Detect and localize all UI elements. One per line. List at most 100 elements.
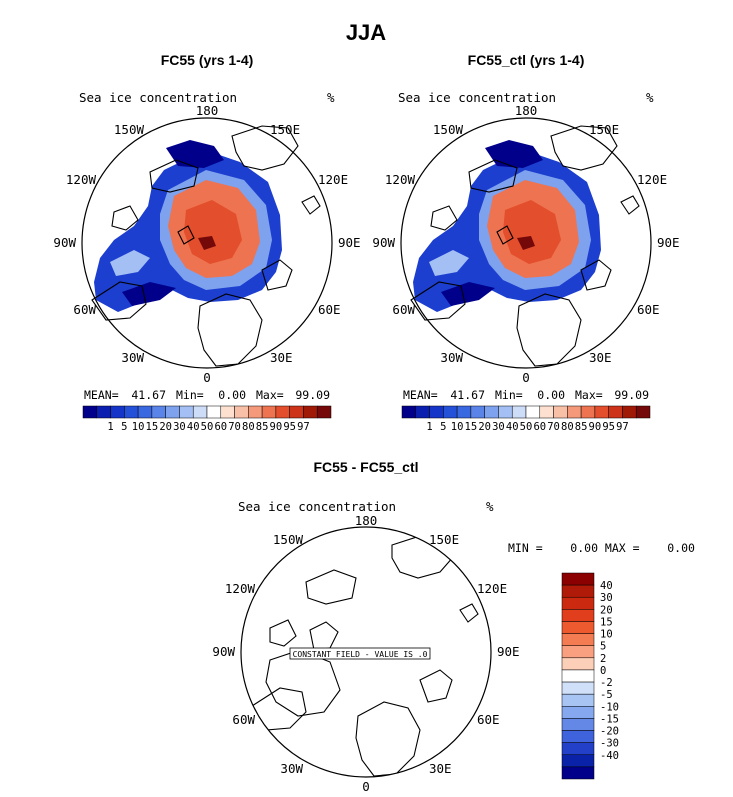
colorbar-tick-label: 95 <box>283 421 296 433</box>
colorbar-swatch <box>192 405 208 419</box>
colorbar-swatch <box>165 405 180 419</box>
panel-3-map: CONSTANT FIELD - VALUE IS .0 180 150E 12… <box>212 513 519 794</box>
panel-1-colorbar: 1 5 10 15 20 30 40 50 60 70 80 85 90 95 97 <box>82 405 332 433</box>
figure-title: JJA <box>346 20 386 45</box>
panel-2-lon-labels: 180 150E 120E 90E 60E 30E 0 30W 60W 90W … <box>372 103 679 385</box>
lon-label: 90W <box>212 644 235 659</box>
colorbar-swatch <box>415 405 430 419</box>
colorbar-tick-label: 70 <box>228 421 241 433</box>
stat-mean-value: 41.67 <box>450 388 485 402</box>
panel-3: FC55 - FC55_ctl Sea ice concentration % … <box>212 459 695 794</box>
panel-1-ice-core <box>184 200 242 264</box>
panel-1-stats: MEAN= 41.67 Min= 0.00 Max= 99.09 <box>84 388 330 402</box>
panel-1-ice-peak <box>198 236 216 250</box>
panel-1-variable: Sea ice concentration <box>79 90 237 105</box>
lon-label: 30W <box>280 761 303 776</box>
colorbar-tick-label: 15 <box>600 616 613 628</box>
colorbar-swatch <box>561 621 595 634</box>
lon-label: 0 <box>362 779 370 794</box>
colorbar-swatch <box>561 669 595 683</box>
lon-label: 60W <box>232 712 255 727</box>
stat-mean-value: 41.67 <box>131 388 166 402</box>
colorbar-tick-label: -10 <box>600 701 619 713</box>
colorbar-tick-label: 50 <box>520 421 533 433</box>
panel-1-ice-pacific <box>166 140 224 168</box>
colorbar-tick-label: 97 <box>297 421 310 433</box>
panel-1-lon-labels: 180 150E 120E 90E 60E 30E 0 30W 60W 90W … <box>53 103 360 385</box>
lon-label: 180 <box>515 103 538 118</box>
colorbar-swatch <box>539 405 554 419</box>
lon-label: 30W <box>121 350 144 365</box>
lon-label: 150E <box>589 122 619 137</box>
lon-label: 120W <box>66 172 97 187</box>
colorbar-tick-label: 5 <box>121 421 127 433</box>
colorbar-swatch <box>561 754 595 768</box>
panel-2-ice-peak <box>517 236 535 250</box>
panel-1-map-boundary <box>81 117 333 369</box>
panel-1-ice-labrador <box>122 282 176 306</box>
panel-2-map: 180 150E 120E 90E 60E 30E 0 30W 60W 90W … <box>372 103 679 385</box>
colorbar-tick-label: 60 <box>533 421 546 433</box>
colorbar-tick-label: 30 <box>173 421 186 433</box>
colorbar-swatch <box>561 681 595 695</box>
panel-2-map-boundary <box>400 117 652 369</box>
colorbar-tick-label: 30 <box>492 421 505 433</box>
lon-label: 150W <box>273 532 304 547</box>
panel-3-unit: % <box>486 499 494 514</box>
panel-1-title: FC55 (yrs 1-4) <box>161 52 254 68</box>
stat-min-label: Min= <box>495 388 523 402</box>
panel-2-ice-bays <box>429 250 469 276</box>
lon-label: 30W <box>440 350 463 365</box>
lon-label: 150E <box>270 122 300 137</box>
lon-label: 120E <box>318 172 348 187</box>
colorbar-swatch <box>561 730 595 743</box>
colorbar-tick-label: 10 <box>451 421 464 433</box>
colorbar-swatch <box>622 405 637 419</box>
colorbar-swatch <box>594 405 609 419</box>
colorbar-swatch <box>234 405 249 419</box>
lon-label: 30E <box>429 761 452 776</box>
lon-label: 90E <box>338 235 361 250</box>
colorbar-swatch <box>561 706 595 719</box>
colorbar-tick-label: 0 <box>600 665 606 677</box>
panel-2-colorbar: 1 5 10 15 20 30 40 50 60 70 80 85 90 95 97 <box>401 405 651 433</box>
panel-2-ice-labrador <box>441 282 495 306</box>
stat-max-value: 99.09 <box>614 388 649 402</box>
colorbar-tick-label: 15 <box>146 421 159 433</box>
stat-min-value: 0.00 <box>218 388 246 402</box>
colorbar-tick-label: -5 <box>600 689 613 701</box>
stat-max-label: Max= <box>256 388 284 402</box>
colorbar-tick-label: -15 <box>600 713 619 725</box>
colorbar-swatch <box>124 405 139 419</box>
colorbar-tick-label: 15 <box>465 421 478 433</box>
colorbar-swatch <box>151 405 166 419</box>
colorbar-tick-label: 60 <box>214 421 227 433</box>
panel-1-map: 180 150E 120E 90E 60E 30E 0 30W 60W 90W … <box>53 103 360 385</box>
panel-1-unit: % <box>327 90 335 105</box>
colorbar-tick-label: 10 <box>132 421 145 433</box>
colorbar-swatch <box>220 405 235 419</box>
colorbar-tick-label: -30 <box>600 738 619 750</box>
colorbar-swatch <box>137 405 153 419</box>
colorbar-tick-label: 30 <box>600 592 613 604</box>
colorbar-swatch <box>608 405 623 419</box>
colorbar-tick-label: 1 <box>426 421 432 433</box>
colorbar-swatch <box>429 405 444 419</box>
panel-2-title: FC55_ctl (yrs 1-4) <box>468 52 585 68</box>
constant-field-note: CONSTANT FIELD - VALUE IS .0 <box>289 647 431 660</box>
colorbar-swatch <box>561 609 595 622</box>
lon-label: 0 <box>203 370 211 385</box>
lon-label: 60E <box>318 302 341 317</box>
colorbar-swatch <box>580 405 596 419</box>
stat-mean-label: MEAN= <box>84 388 119 402</box>
colorbar-swatch <box>179 405 194 419</box>
colorbar-swatch <box>511 405 527 419</box>
colorbar-tick-label: 40 <box>600 580 613 592</box>
panel-3-lon-labels: 180 150E 120E 90E 60E 30E 0 30W 60W 90W … <box>212 513 519 794</box>
colorbar-swatch <box>456 405 472 419</box>
lon-label: 30E <box>270 350 293 365</box>
lon-label: 180 <box>355 513 378 528</box>
constant-field-box <box>289 647 431 660</box>
lon-label: 0 <box>522 370 530 385</box>
